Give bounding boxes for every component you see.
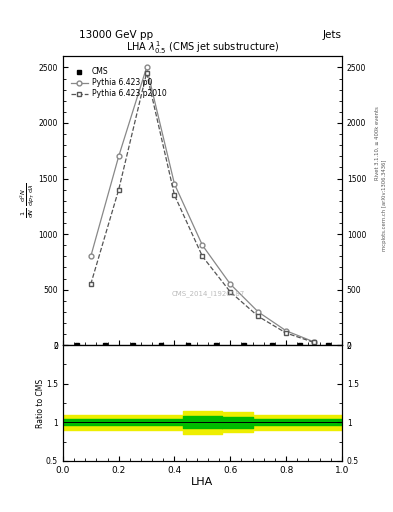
Line: Pythia 6.423 p0: Pythia 6.423 p0 [88,65,316,345]
CMS [214,342,219,348]
Pythia 6.423 p2010 [144,70,149,76]
Pythia 6.423 p0 [88,253,93,260]
Text: CMS_2014_I1920187: CMS_2014_I1920187 [171,290,244,296]
Pythia 6.423 p0 [228,281,233,287]
Legend: CMS, Pythia 6.423 p0, Pythia 6.423 p2010: CMS, Pythia 6.423 p0, Pythia 6.423 p2010 [70,66,168,100]
CMS [75,342,79,348]
Text: mcplots.cern.ch [arXiv:1306.3436]: mcplots.cern.ch [arXiv:1306.3436] [382,159,387,250]
CMS [298,342,303,348]
Title: LHA $\lambda^{1}_{0.5}$ (CMS jet substructure): LHA $\lambda^{1}_{0.5}$ (CMS jet substru… [126,39,279,56]
Text: Rivet 3.1.10, ≥ 400k events: Rivet 3.1.10, ≥ 400k events [375,106,380,180]
CMS [102,342,107,348]
CMS [186,342,191,348]
Pythia 6.423 p0 [116,153,121,159]
Text: Jets: Jets [323,30,342,40]
CMS [242,342,247,348]
Pythia 6.423 p0 [312,339,316,345]
X-axis label: LHA: LHA [191,477,213,487]
Pythia 6.423 p2010 [116,186,121,193]
Pythia 6.423 p2010 [284,330,288,336]
Pythia 6.423 p2010 [200,253,205,260]
CMS [158,342,163,348]
Pythia 6.423 p0 [256,309,261,315]
Pythia 6.423 p0 [200,242,205,248]
Pythia 6.423 p2010 [88,281,93,287]
Pythia 6.423 p0 [284,328,288,334]
Y-axis label: $\frac{1}{\mathrm{d}N}\ \frac{\mathrm{d}^2 N}{\mathrm{d}p_T\ \mathrm{d}\lambda}$: $\frac{1}{\mathrm{d}N}\ \frac{\mathrm{d}… [19,183,37,219]
Pythia 6.423 p0 [172,181,177,187]
Pythia 6.423 p2010 [312,339,316,346]
Line: CMS: CMS [75,344,330,347]
CMS [326,342,331,348]
Pythia 6.423 p2010 [172,192,177,198]
Y-axis label: Ratio to CMS: Ratio to CMS [35,378,44,428]
Pythia 6.423 p2010 [228,289,233,295]
Pythia 6.423 p2010 [256,313,261,319]
Pythia 6.423 p0 [144,65,149,71]
Line: Pythia 6.423 p2010: Pythia 6.423 p2010 [88,71,316,345]
Text: 13000 GeV pp: 13000 GeV pp [79,30,153,40]
CMS [130,342,135,348]
CMS [270,342,275,348]
